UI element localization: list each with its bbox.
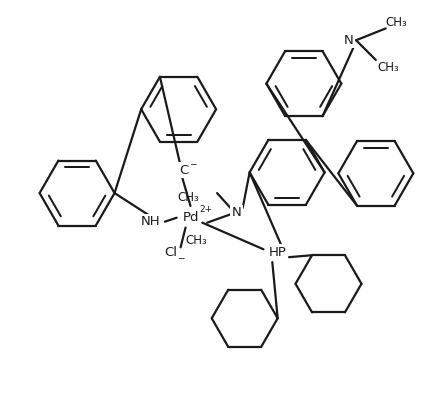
Text: CH₃: CH₃	[386, 16, 408, 29]
Text: 2+: 2+	[200, 206, 213, 214]
Text: NH: NH	[141, 215, 161, 228]
Text: N: N	[232, 206, 242, 219]
Text: CH₃: CH₃	[378, 61, 400, 74]
Text: Cl: Cl	[164, 246, 177, 259]
Text: C: C	[179, 164, 188, 177]
Text: HP: HP	[268, 246, 286, 259]
Text: CH₃: CH₃	[177, 192, 199, 204]
Text: CH₃: CH₃	[186, 234, 207, 247]
Text: Pd: Pd	[183, 211, 200, 224]
Text: −: −	[177, 254, 184, 263]
Text: −: −	[189, 159, 196, 168]
Text: N: N	[343, 34, 353, 47]
